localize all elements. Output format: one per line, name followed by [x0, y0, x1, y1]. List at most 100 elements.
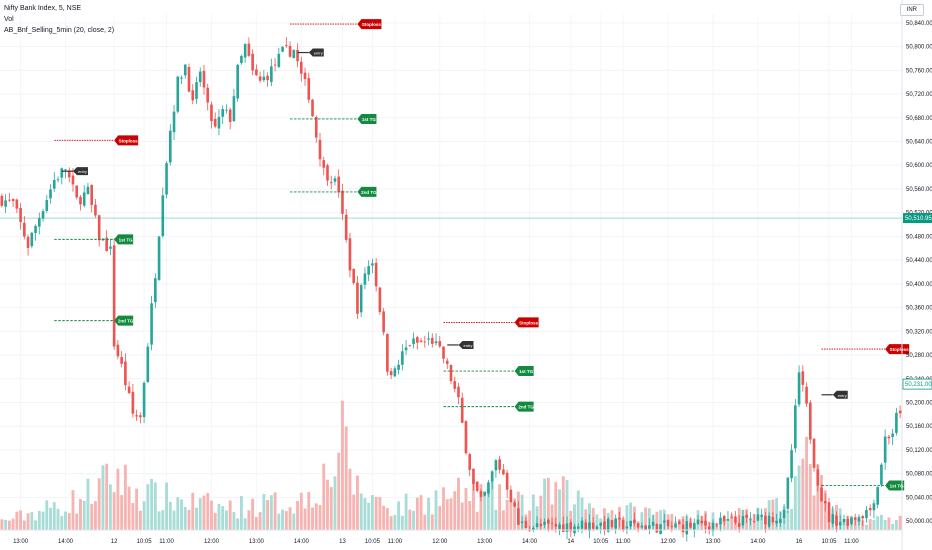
- candle-body: [524, 520, 528, 528]
- volume-bar: [865, 524, 868, 530]
- volume-bar: [793, 476, 797, 530]
- candle-body: [640, 525, 644, 528]
- volume-bar: [183, 507, 187, 530]
- volume-bar: [468, 500, 472, 530]
- volume-bar: [30, 512, 34, 530]
- candle-body: [195, 82, 198, 99]
- candle-body: [210, 104, 213, 122]
- volume-bar: [573, 504, 576, 530]
- volume-legend[interactable]: Vol: [4, 16, 14, 23]
- volume-bar: [546, 477, 550, 530]
- volume-bar: [554, 482, 558, 530]
- target-tag: [357, 186, 377, 197]
- candle-body: [333, 178, 337, 182]
- currency-button[interactable]: INR: [899, 4, 924, 16]
- entry-label: entry: [464, 343, 473, 348]
- chart-legend: Nifty Bank Index, 5, NSE Vol AB_Bnf_Sell…: [4, 3, 114, 36]
- candle-body: [696, 519, 700, 525]
- candle-body: [202, 70, 206, 88]
- x-tick-label: 10:05: [593, 539, 609, 545]
- volume-bar: [135, 488, 139, 530]
- price-axis[interactable]: 50,840.00 50,800.00 50,760.00 50,720.00 50,6…: [901, 0, 932, 550]
- y-tick-label: 50,360.00: [906, 306, 932, 312]
- volume-bar: [49, 507, 52, 530]
- volume-bar: [445, 499, 449, 530]
- volume-bar: [561, 476, 565, 530]
- volume-bar: [520, 494, 524, 530]
- candle-body: [644, 525, 647, 531]
- volume-bar: [479, 484, 483, 530]
- candle-body: [857, 517, 861, 522]
- candle-body: [711, 522, 715, 532]
- candle-body: [666, 520, 670, 527]
- candle-body: [794, 405, 797, 449]
- indicator-legend[interactable]: AB_Bnf_Selling_5min (20, close, 2): [4, 27, 115, 34]
- candle-body: [823, 501, 827, 504]
- volume-bar: [423, 514, 427, 530]
- candle-body: [341, 190, 344, 214]
- volume-bar: [494, 509, 498, 530]
- y-tick-label: 50,480.00: [906, 234, 932, 240]
- candle-body: [861, 516, 865, 519]
- candle-body: [90, 184, 94, 205]
- target-label: 2nd TG: [518, 405, 534, 410]
- x-tick-label: 13: [339, 539, 346, 545]
- candle-body: [614, 518, 617, 529]
- candle-body: [756, 514, 760, 521]
- volume-bar: [505, 499, 509, 530]
- target-label: 1st TG: [890, 484, 905, 489]
- volume-bar: [97, 478, 101, 530]
- candle-body: [704, 520, 707, 526]
- time-axis[interactable]: 13:00 14:00 12 10:05 11:00 12:00 13:00 14:00 13 1…: [0, 529, 902, 545]
- candle-body: [142, 382, 146, 418]
- candle-body: [176, 76, 180, 112]
- candle-body: [326, 165, 329, 181]
- candle-body: [303, 72, 307, 80]
- volume-bar: [258, 512, 262, 530]
- candle-body: [509, 489, 513, 503]
- volume-bar: [172, 510, 176, 530]
- x-tick-label: 11:00: [844, 539, 859, 545]
- y-tick-label: 50,800.00: [906, 45, 932, 51]
- candle-body: [82, 192, 86, 206]
- candle-body: [52, 180, 56, 189]
- volume-bar: [565, 479, 569, 530]
- candle-body: [719, 517, 722, 525]
- candle-body: [8, 199, 11, 201]
- candle-body: [520, 521, 524, 524]
- candle-body: [835, 515, 838, 526]
- candle-body: [37, 218, 41, 227]
- volume-bar: [498, 484, 502, 530]
- volume-bar: [225, 510, 228, 530]
- volume-bar: [161, 510, 165, 530]
- candle-body: [322, 160, 326, 168]
- volume-bar: [539, 495, 543, 530]
- volume-bar: [726, 520, 730, 530]
- x-tick-label: 13:00: [705, 539, 721, 545]
- candle-body: [116, 344, 120, 357]
- y-tick-label: 50,840.00: [906, 21, 932, 27]
- candle-body: [674, 523, 677, 528]
- candle-body: [154, 278, 157, 303]
- target-label: 1st TG: [119, 237, 134, 242]
- candle-body: [453, 381, 457, 389]
- candle-body: [386, 333, 389, 372]
- volume-bar: [333, 476, 337, 530]
- volume-bar: [228, 500, 232, 530]
- candle-body: [434, 341, 438, 344]
- candles: [0, 37, 902, 542]
- volume-bar: [898, 515, 902, 530]
- volume-bar: [157, 511, 161, 530]
- symbol-title[interactable]: Nifty Bank Index, 5, NSE: [4, 5, 82, 12]
- candle-body: [595, 526, 599, 530]
- candle-body: [625, 526, 629, 529]
- volume-bar: [146, 484, 150, 530]
- candle-body: [94, 204, 97, 216]
- candle-body: [734, 516, 737, 523]
- x-tick-label: 14:00: [58, 539, 74, 545]
- volume-bar: [427, 498, 430, 530]
- volume-bar: [531, 494, 535, 530]
- volume-bar: [887, 517, 891, 530]
- y-tick-label: 50,120.00: [906, 448, 932, 454]
